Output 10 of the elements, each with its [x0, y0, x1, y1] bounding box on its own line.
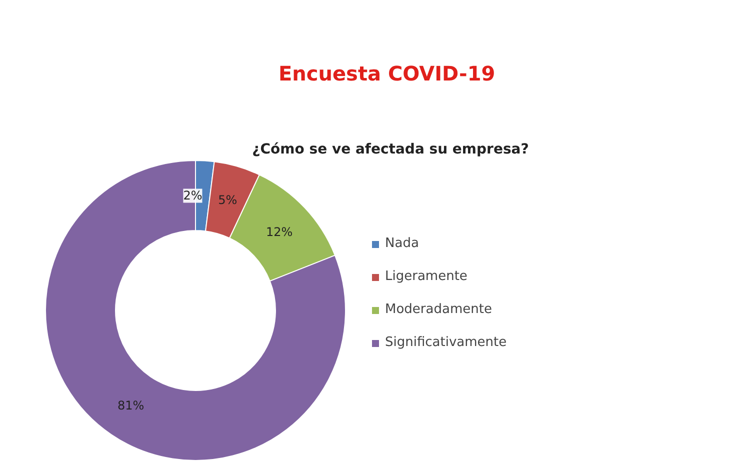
data-label: 5%: [218, 193, 238, 208]
data-label: 2%: [183, 188, 202, 203]
chart-subtitle: ¿Cómo se ve afectada su empresa?: [252, 142, 529, 158]
legend-label: Moderadamente: [385, 302, 492, 317]
legend-label: Ligeramente: [385, 269, 468, 284]
legend-label: Nada: [385, 236, 419, 251]
legend-label: Significativamente: [385, 335, 507, 350]
data-label: 81%: [118, 398, 144, 413]
chart-title: Encuesta COVID-19: [278, 62, 496, 86]
data-label: 12%: [266, 224, 293, 239]
